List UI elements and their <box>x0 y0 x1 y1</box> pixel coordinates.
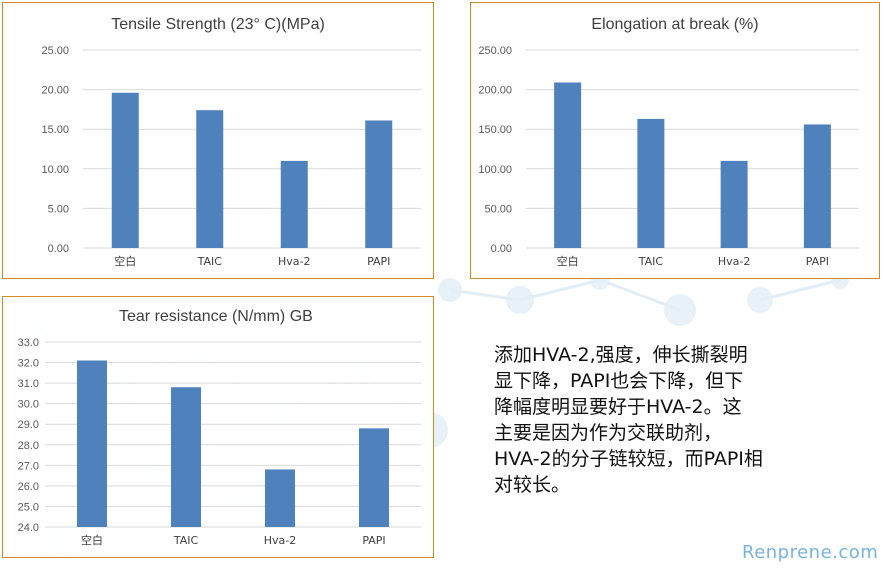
bar <box>365 120 393 248</box>
y-tick-label: 200.00 <box>478 85 512 97</box>
x-category-label: PAPI <box>362 534 385 547</box>
note-line: 对较长。 <box>494 474 571 496</box>
y-tick-label: 31.0 <box>18 378 39 390</box>
bar <box>359 428 389 527</box>
y-tick-label: 28.0 <box>18 440 39 452</box>
x-category-label: Hva-2 <box>264 534 297 547</box>
y-tick-label: 0.00 <box>48 243 69 255</box>
tensile-strength-plot: 0.00 5.00 10.00 15.00 20.00 25.00 空白 TAIC Hva-2 P… <box>41 45 421 268</box>
tear-resistance-chart-panel: Tear resistance (N/mm) GB 24.0 25.0 26.0 27… <box>2 296 434 558</box>
y-tick-label: 250.00 <box>478 45 512 57</box>
y-tick-label: 25.0 <box>18 501 39 513</box>
watermark: Renprene.com <box>742 542 879 563</box>
y-tick-label: 25.00 <box>41 45 69 57</box>
x-category-label: PAPI <box>806 255 829 268</box>
y-tick-label: 50.00 <box>484 203 512 215</box>
y-tick-label: 0.00 <box>491 243 512 255</box>
y-tick-label: 150.00 <box>478 124 512 136</box>
y-tick-label: 15.00 <box>41 124 69 136</box>
note-line: 显下降，PAPI也会下降，但下 <box>494 370 744 392</box>
chart-title: Elongation at break (%) <box>591 16 759 33</box>
y-tick-label: 32.0 <box>18 358 39 370</box>
y-tick-label: 27.0 <box>18 460 39 472</box>
bar <box>803 124 831 248</box>
chart-title: Tear resistance (N/mm) GB <box>119 308 313 325</box>
x-category-label: TAIC <box>197 255 223 268</box>
explanation-note: 添加HVA-2,强度，伸长撕裂明 显下降，PAPI也会下降，但下 降幅度明显要好… <box>494 342 814 498</box>
note-line: HVA-2的分子链较短，而PAPI相 <box>494 448 763 470</box>
y-tick-label: 33.0 <box>18 337 39 349</box>
bar <box>265 469 295 527</box>
chart-title: Tensile Strength (23° C)(MPa) <box>111 16 325 33</box>
tensile-strength-chart-panel: Tensile Strength (23° C)(MPa) 0.00 5.00 10… <box>2 2 434 279</box>
x-category-label: Hva-2 <box>718 255 751 268</box>
x-category-label: PAPI <box>367 255 390 268</box>
x-category-label: 空白 <box>81 533 103 547</box>
y-tick-label: 26.0 <box>18 481 39 493</box>
y-tick-label: 5.00 <box>48 203 69 215</box>
note-line: 添加HVA-2,强度，伸长撕裂明 <box>494 344 748 366</box>
elongation-chart-panel: Elongation at break (%) 0.00 50.00 100.00 1… <box>470 2 880 279</box>
y-tick-label: 20.00 <box>41 85 69 97</box>
y-tick-label: 30.0 <box>18 399 39 411</box>
bar <box>720 160 748 248</box>
bar <box>554 82 582 248</box>
note-line: 降幅度明显要好于HVA-2。这 <box>494 396 742 418</box>
note-line: 主要是因为作为交联助剂， <box>494 422 723 444</box>
bar <box>280 160 308 248</box>
bar <box>111 92 139 248</box>
tear-resistance-plot: 24.0 25.0 26.0 27.0 28.0 29.0 30.0 31.0 32.0 33.0… <box>18 337 421 547</box>
bar <box>77 360 107 527</box>
elongation-plot: 0.00 50.00 100.00 150.00 200.00 250.00 空白 TAIC H… <box>478 45 859 268</box>
x-category-label: 空白 <box>557 254 579 268</box>
bar <box>637 118 665 249</box>
y-tick-label: 100.00 <box>478 164 512 176</box>
x-category-label: TAIC <box>638 255 664 268</box>
x-category-label: 空白 <box>114 254 136 268</box>
bar <box>196 110 224 248</box>
bar <box>171 387 201 527</box>
y-tick-label: 29.0 <box>18 419 39 431</box>
x-category-label: Hva-2 <box>278 255 311 268</box>
y-tick-label: 24.0 <box>18 522 39 534</box>
y-tick-label: 10.00 <box>41 164 69 176</box>
x-category-label: TAIC <box>173 534 199 547</box>
